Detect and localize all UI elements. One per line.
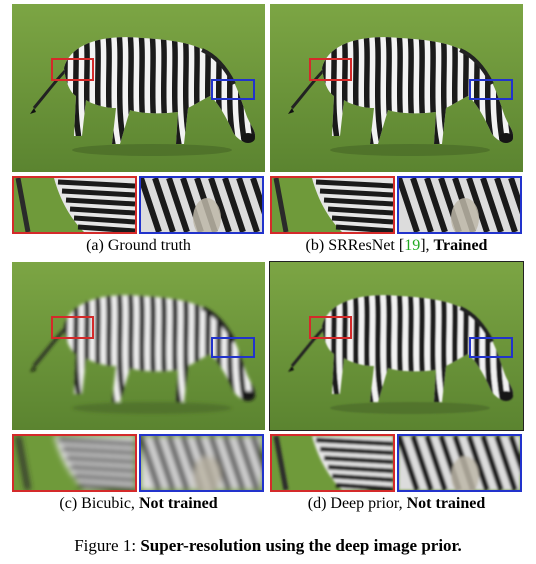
- head-crop-figure: [399, 436, 520, 490]
- zebra-image: [269, 261, 524, 431]
- zebra-hind-crop: [12, 434, 137, 492]
- caption-ref[interactable]: 19: [404, 237, 421, 254]
- zebra-figure: [12, 262, 265, 430]
- panel-caption: (a) Ground truth: [12, 236, 265, 256]
- caption-bold: Not trained: [406, 495, 486, 512]
- zebra-hind-crop: [270, 434, 395, 492]
- panel-b: (b) SRResNet [19], Trained: [270, 4, 523, 258]
- zebra-image: [270, 4, 523, 172]
- panel-caption: (c) Bicubic, Not trained: [12, 494, 265, 514]
- caption-main: (a) Ground truth: [86, 237, 191, 254]
- caption-tail: ],: [420, 237, 434, 254]
- figure-caption-prefix: Figure 1:: [74, 536, 141, 555]
- panel-caption: (b) SRResNet [19], Trained: [270, 236, 523, 256]
- figure-caption-title: Super-resolution using the deep image pr…: [140, 536, 462, 555]
- panel-d: (d) Deep prior, Not trained: [269, 261, 524, 516]
- zebra-head-crop: [139, 434, 264, 492]
- caption-main: (c) Bicubic,: [59, 495, 139, 512]
- zebra-figure: [12, 4, 265, 172]
- zebra-head-crop: [139, 176, 264, 234]
- zebra-image: [12, 262, 265, 430]
- hind-crop-figure: [272, 178, 393, 232]
- hind-crop-figure: [272, 436, 393, 490]
- zebra-figure: [270, 4, 523, 172]
- zebra-hind-crop: [12, 176, 137, 234]
- figure-caption: Figure 1: Super-resolution using the dee…: [0, 535, 536, 557]
- caption-main: (d) Deep prior,: [307, 495, 407, 512]
- hind-crop-figure: [14, 436, 135, 490]
- hind-crop-figure: [14, 178, 135, 232]
- panel-caption: (d) Deep prior, Not trained: [270, 494, 523, 514]
- zebra-image: [12, 4, 265, 172]
- caption-bold: Trained: [433, 237, 488, 254]
- caption-main: (b) SRResNet [: [305, 237, 405, 254]
- zebra-figure: [270, 262, 523, 430]
- zebra-hind-crop: [270, 176, 395, 234]
- panel-a: (a) Ground truth: [12, 4, 265, 258]
- head-crop-figure: [141, 178, 262, 232]
- head-crop-figure: [399, 178, 520, 232]
- caption-bold: Not trained: [138, 495, 218, 512]
- head-crop-figure: [141, 436, 262, 490]
- zebra-head-crop: [397, 434, 522, 492]
- zebra-head-crop: [397, 176, 522, 234]
- panel-c: (c) Bicubic, Not trained: [12, 262, 265, 516]
